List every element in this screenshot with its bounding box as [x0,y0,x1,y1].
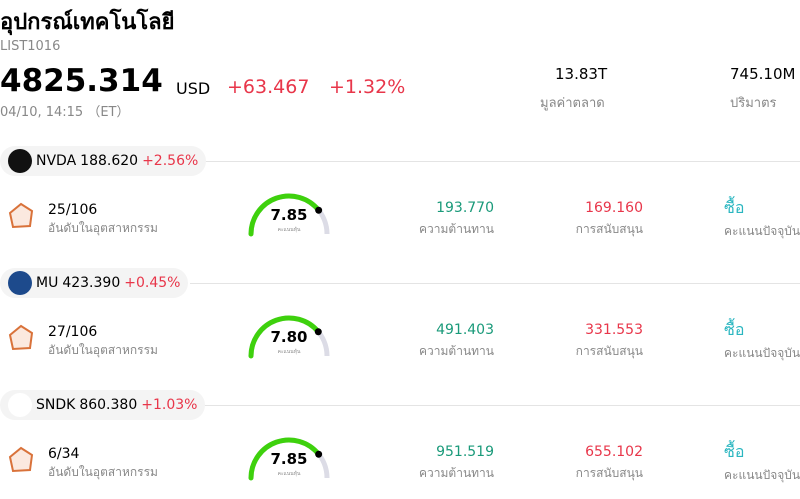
support-label: การสนับสนุน [575,222,643,236]
support: 655.102 [585,444,643,460]
stat-label: ปริมาตร [730,96,777,111]
score: 7.85 [270,206,308,224]
stock-change: +2.56% [142,153,199,169]
score-gauge [248,193,330,237]
stat-label: มูลค่าตลาด [540,96,605,111]
rank-label: อันดับในอุตสาหกรรม [48,465,158,479]
stock-pill[interactable]: MU 423.390 +0.45% [0,268,189,298]
stock-pill[interactable]: SNDK 860.380 +1.03% [0,390,206,420]
stock-ticker: NVDA [36,153,77,169]
score: 7.85 [270,450,308,468]
resistance: 193.770 [436,200,494,216]
gauge-dot [314,328,322,336]
rating: ซื้อ [724,320,745,339]
resistance: 951.519 [436,444,494,460]
rating: ซื้อ [724,198,745,217]
rank-label: อันดับในอุตสาหกรรม [48,221,158,235]
rank-icon [8,446,34,473]
gauge-value [248,437,322,481]
logo [8,149,32,173]
resistance-label: ความต้านทาน [419,222,494,236]
logo [8,393,32,417]
logo [8,271,32,295]
gauge-value [248,315,321,359]
code: LIST1016 [0,39,61,54]
gauge-dot [315,206,323,214]
currency: USD [176,79,211,98]
change: +63.467 [227,76,310,98]
stat-value: 745.10M [730,65,796,83]
resistance: 491.403 [436,322,494,338]
score-gauge [248,315,330,359]
change-pct: +1.32% [329,76,406,98]
title: อุปกรณ์เทคโนโลยี [0,10,175,35]
stock-change: +0.45% [124,275,181,291]
stock-price: 423.390 [62,275,121,291]
support-label: การสนับสนุน [575,344,643,358]
stock-price: 188.620 [80,153,139,169]
rank: 25/106 [48,202,98,218]
rank-icon [8,202,34,229]
stat-value: 13.83T [555,65,608,83]
price: 4825.314 [0,63,163,99]
score-label: คะแนนหุ้น [277,227,301,233]
rank-label: อันดับในอุตสาหกรรม [48,343,158,357]
rating: ซื้อ [724,442,745,461]
resistance-label: ความต้านทาน [419,344,494,358]
support: 331.553 [585,322,643,338]
time: 04/10, 14:15 （ET） [0,105,130,120]
score: 7.80 [270,328,308,346]
rank: 27/106 [48,324,98,340]
rank: 6/34 [48,446,80,462]
support-label: การสนับสนุน [575,466,643,480]
rank-icon [8,324,34,351]
divider [190,405,800,406]
stock-change: +1.03% [141,397,198,413]
gauge-dot [315,450,323,458]
rating-label: คะแนนปัจจุบัน [724,224,800,238]
score-label: คะแนนหุ้น [277,349,301,355]
rating-label: คะแนนปัจจุบัน [724,346,800,360]
stock-ticker: MU [36,275,59,291]
resistance-label: ความต้านทาน [419,466,494,480]
stock-ticker: SNDK [36,397,76,413]
score-gauge [248,437,330,481]
rating-label: คะแนนปัจจุบัน [724,468,800,482]
score-label: คะแนนหุ้น [277,471,301,477]
stock-price: 860.380 [79,397,138,413]
divider [190,283,800,284]
gauge-value [248,193,322,237]
support: 169.160 [585,200,643,216]
stock-pill[interactable]: NVDA 188.620 +2.56% [0,146,207,176]
divider [190,161,800,162]
